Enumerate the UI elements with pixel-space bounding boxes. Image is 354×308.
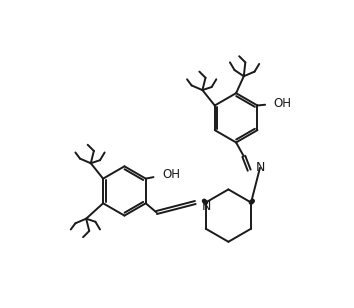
Text: OH: OH bbox=[274, 97, 292, 110]
Text: N: N bbox=[256, 160, 266, 174]
Text: N: N bbox=[201, 200, 211, 213]
Text: OH: OH bbox=[162, 168, 180, 181]
